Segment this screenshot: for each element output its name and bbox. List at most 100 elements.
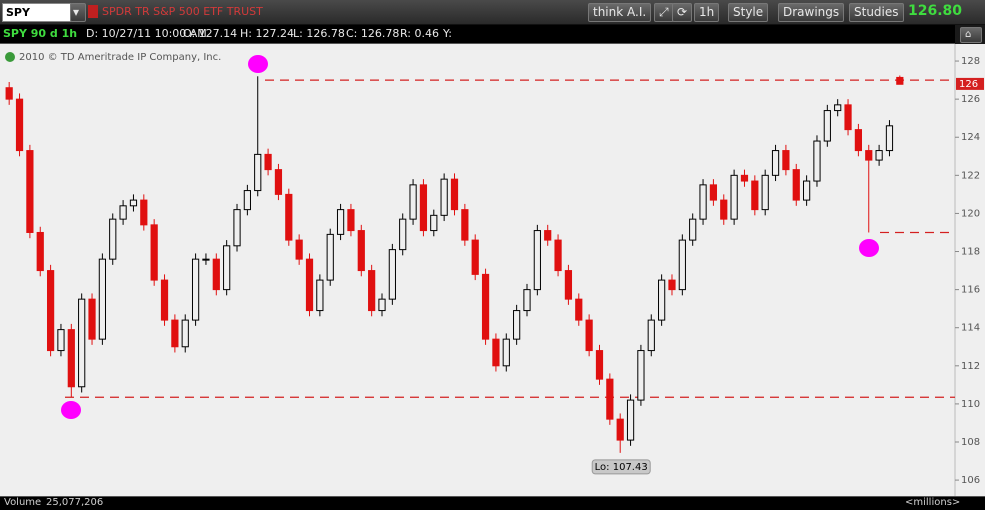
candle-body [699,184,707,220]
low-label: Lo: 107.43 [595,462,648,473]
candle-body [150,224,158,281]
tool-button[interactable]: ⤢ [654,3,674,22]
y-tick-label: 108 [961,437,980,448]
tool-button[interactable]: ⟳ [672,3,692,22]
candle-body [5,87,13,100]
candle-body [368,270,376,312]
candle-body [409,184,417,220]
candle-body [399,218,407,251]
think-ai-button[interactable]: think A.I. [588,3,652,22]
candle-body [388,249,396,300]
price-axis-background [955,44,985,496]
y-tick-label: 116 [961,285,980,296]
candle-body [440,178,448,216]
candle-body [554,239,562,272]
candle-body [585,319,593,352]
studies-button[interactable]: Studies [849,3,904,22]
candle-body [740,174,749,182]
y-tick-label: 112 [961,361,980,372]
volume-label: Volume [4,497,42,508]
candle-body [295,239,303,260]
interval-button[interactable]: 1h [694,3,720,22]
candle-body [15,98,24,152]
candle-body [730,174,738,220]
info-close: C: 126.78 [346,27,400,40]
candle-body [274,169,283,195]
info-range: R: 0.46 [400,27,439,40]
candle-body [305,258,314,312]
candle-body [212,258,220,291]
candle-body [544,230,552,241]
candle-body [709,184,718,201]
candle-body [67,329,75,388]
candle-body [336,209,345,235]
candle-body [637,350,645,401]
candle-body [523,289,531,312]
candle-body [689,218,697,241]
volume-units: <millions> [905,497,961,508]
candle-body [450,178,459,211]
candle-body [658,279,666,321]
candle-body [854,129,863,152]
style-button[interactable]: Style [728,3,769,22]
last-price-label: 126 [959,79,978,90]
candle-body [575,298,583,321]
candle-body [782,150,790,171]
candle-body [98,258,106,340]
candle-body [803,180,811,201]
candle-body [191,258,200,321]
symbol-dropdown[interactable]: ▾ [70,3,86,22]
candle-body [57,329,65,352]
candle-body [430,214,438,232]
y-tick-label: 106 [961,475,980,486]
candle-body [223,245,231,291]
drawings-button[interactable]: Drawings [778,3,845,22]
candle-body [834,104,842,112]
flag-icon [88,5,98,18]
chart-label: SPY 90 d 1h [3,27,78,40]
candle-body [606,378,614,420]
candle-body [129,199,138,207]
candle-body [626,399,635,441]
candle-body [471,239,479,275]
candle-body [875,150,883,161]
copyright: 2010 © TD Ameritrade IP Company, Inc. [19,52,221,63]
symbol-input[interactable]: SPY [2,3,71,22]
candle-body [668,279,676,291]
candle-body [492,338,500,367]
info-y: Y: [443,27,452,40]
toolbar: SPY ▾ SPDR TR S&P 500 ETF TRUST think A.… [0,0,985,25]
candle-body [109,218,117,260]
candle-body [378,298,386,312]
candle-body [647,319,655,352]
candle-body [461,209,469,241]
y-tick-label: 120 [961,208,980,219]
candle-body [761,174,769,211]
candle-body [419,184,428,232]
candle-body [36,231,44,272]
candle-body [720,199,728,220]
candle-body [595,350,604,380]
candle-body [564,270,573,300]
annotation-dot [61,401,81,419]
y-tick-label: 114 [961,323,980,334]
candle-body [513,310,521,340]
candle-body [285,193,293,241]
candle-body [243,190,251,211]
low-label-bg [591,459,651,475]
candle-body [865,150,873,161]
annotation-dot [859,239,879,257]
candle-body [119,205,127,220]
info-low: L: 126.78 [293,27,345,40]
logo-icon [5,52,15,62]
y-tick-label: 118 [961,247,980,258]
volume-bar: Volume 25,077,206 <millions> [0,496,985,510]
y-tick-label: 126 [961,94,980,105]
symbol-description: SPDR TR S&P 500 ETF TRUST [102,5,263,18]
chart-settings-button[interactable]: ⌂ [960,27,982,43]
candle-body [823,110,831,142]
candle-body [26,150,34,233]
info-date: D: 10/27/11 10:00 AM [86,27,207,40]
annotation-dot [248,55,268,73]
